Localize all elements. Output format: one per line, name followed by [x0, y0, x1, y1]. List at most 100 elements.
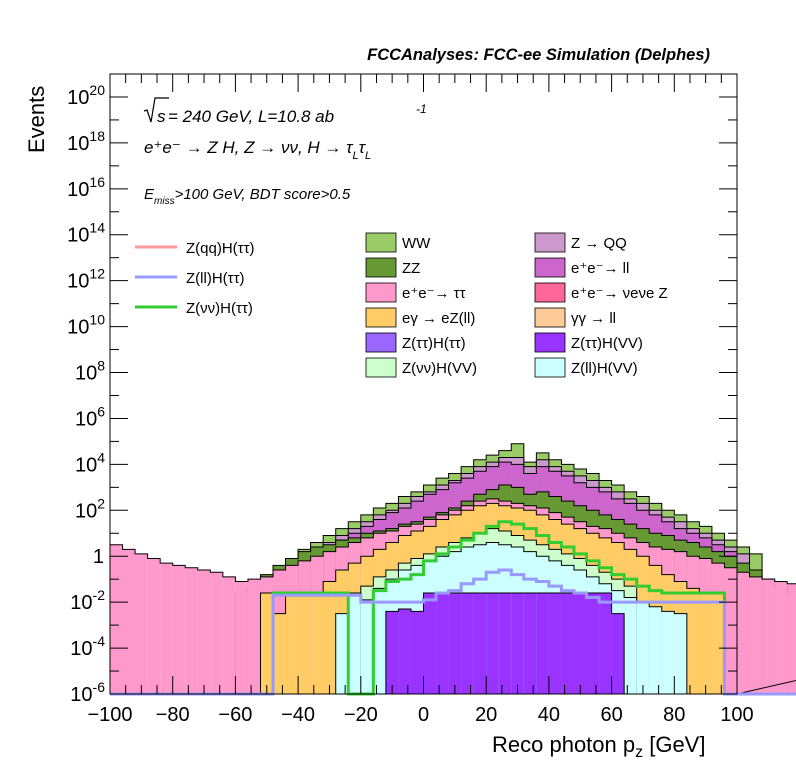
process-text: e⁺e⁻ → Z H, Z → νν, H → τ — [144, 138, 354, 157]
lumi-exponent: -1 — [416, 102, 427, 116]
signal-line-0 — [110, 520, 796, 696]
y-tick-exp: 14 — [89, 220, 105, 236]
legend-fill-label: Z(ll)H(VV) — [571, 360, 638, 377]
legend-fill-label: Z(ττ)H(ττ) — [402, 335, 466, 352]
y-tick-base: 10 — [75, 500, 97, 522]
y-tick-exp: 10 — [89, 312, 105, 328]
histogram-layer — [109, 443, 796, 695]
y-tick-base: 10 — [67, 317, 89, 339]
stack-bin — [586, 592, 600, 694]
stack-bin — [348, 592, 361, 694]
y-tick-label: 104 — [75, 449, 105, 476]
cut-rest: >100 GeV, BDT score>0.5 — [175, 186, 351, 203]
legend-line-label: Z(νν)H(ττ) — [186, 300, 253, 317]
stack-bin — [624, 597, 637, 694]
y-tick-base: 10 — [70, 592, 92, 614]
process-tau2: τ — [359, 138, 367, 157]
stack-bin — [285, 592, 299, 694]
legend-fill-swatch — [534, 357, 566, 378]
y-tick-exp: 8 — [97, 358, 105, 374]
legend-fill-swatch — [365, 232, 397, 253]
stack-bin — [461, 592, 474, 694]
x-axis-label-sub: z — [635, 744, 643, 761]
legend-line-label: Z(ll)H(ττ) — [186, 270, 245, 287]
legend-line-label: Z(qq)H(ττ) — [186, 240, 255, 257]
cut-annotation: Emiss>100 GeV, BDT score>0.5 — [144, 186, 351, 207]
y-tick-base: 10 — [67, 133, 89, 155]
stack-outline — [110, 443, 796, 695]
stack-bin — [172, 565, 186, 694]
cut-e: E — [144, 186, 155, 203]
y-tick-base: 10 — [67, 179, 89, 201]
legend-fill-swatch — [534, 282, 566, 303]
legend: Z(qq)H(ττ) Z(ll)H(ττ) Z(νν)H(ττ) WW Z → QQ ZZ… — [135, 232, 668, 378]
y-tick-exp: 18 — [89, 128, 105, 144]
legend-fill-swatch — [534, 257, 566, 278]
legend-fill-swatch — [365, 282, 397, 303]
stack-bin — [573, 592, 587, 694]
stack-bin — [762, 579, 775, 694]
y-tick-label: 1016 — [67, 174, 105, 201]
stack-bin — [323, 581, 336, 694]
legend-fill-swatch — [365, 332, 397, 353]
x-tick-label: −100 — [87, 704, 132, 726]
cut-sub: miss — [154, 196, 175, 207]
stack-bin — [686, 588, 700, 694]
legend-fill-swatch — [534, 307, 566, 328]
x-axis-label: Reco photon pz [GeV] — [492, 732, 705, 761]
stack-bin — [511, 592, 524, 694]
stack-bin — [210, 572, 223, 694]
stack-bin — [335, 613, 349, 694]
legend-fill-label: ZZ — [402, 260, 420, 277]
y-tick-label: 1018 — [67, 128, 105, 155]
process-annotation: e⁺e⁻ → Z H, Z → νν, H → τLτL — [144, 138, 371, 162]
legend-fill-swatch — [534, 332, 566, 353]
legend-fill-label: e⁺e⁻→ ττ — [402, 285, 466, 302]
y-tick-base: 10 — [75, 454, 97, 476]
y-tick-exp: 4 — [97, 449, 105, 465]
y-tick-label: 102 — [75, 495, 105, 522]
stack-bin — [197, 570, 211, 694]
x-tick-label: 80 — [663, 704, 685, 726]
y-tick-exp: 16 — [89, 174, 105, 190]
y-tick-base: 10 — [67, 225, 89, 247]
stack-bin — [360, 599, 374, 694]
stack-bin — [749, 576, 763, 694]
y-tick-exp: -2 — [93, 587, 106, 603]
stack-bin — [122, 549, 136, 694]
process-sub-l2: L — [365, 150, 371, 162]
y-tick-label: 1 — [93, 546, 104, 568]
stack-bin — [385, 611, 399, 694]
x-tick-label: −80 — [156, 704, 190, 726]
stack-bin — [110, 544, 123, 694]
stack-bin — [473, 592, 487, 694]
stack-bin — [147, 558, 161, 694]
plot-title: FCCAnalyses: FCC-ee Simulation (Delphes) — [367, 46, 710, 64]
stack-bin — [247, 579, 261, 694]
energy-text: = 240 GeV, L=10.8 ab — [168, 107, 334, 126]
stack-bin — [398, 609, 411, 694]
y-tick-label: 1012 — [67, 266, 105, 293]
stack-bin — [423, 592, 437, 694]
y-tick-label: 10-6 — [70, 679, 105, 706]
x-tick-label: −40 — [281, 704, 315, 726]
legend-fill-label: Z → QQ — [571, 235, 627, 252]
stack-bin — [436, 592, 449, 694]
legend-fill-label: e⁺e⁻→ νeνe Z — [571, 285, 668, 302]
stack-bin — [636, 602, 650, 694]
stack-bin — [599, 592, 612, 694]
stack-bin — [649, 606, 662, 694]
legend-fill-swatch — [534, 232, 566, 253]
x-axis-label-unit: [GeV] — [643, 732, 705, 757]
stack-bin — [724, 567, 737, 694]
stack-bin — [298, 592, 311, 694]
stack-bin — [185, 567, 198, 694]
stack-bin — [536, 592, 549, 694]
stack-bin — [448, 592, 462, 694]
stack-bin — [674, 613, 687, 694]
stack-bin — [373, 588, 386, 694]
y-tick-label: 10-2 — [70, 587, 105, 614]
stack-bin — [699, 592, 712, 694]
process-sub-l1: L — [353, 150, 359, 162]
